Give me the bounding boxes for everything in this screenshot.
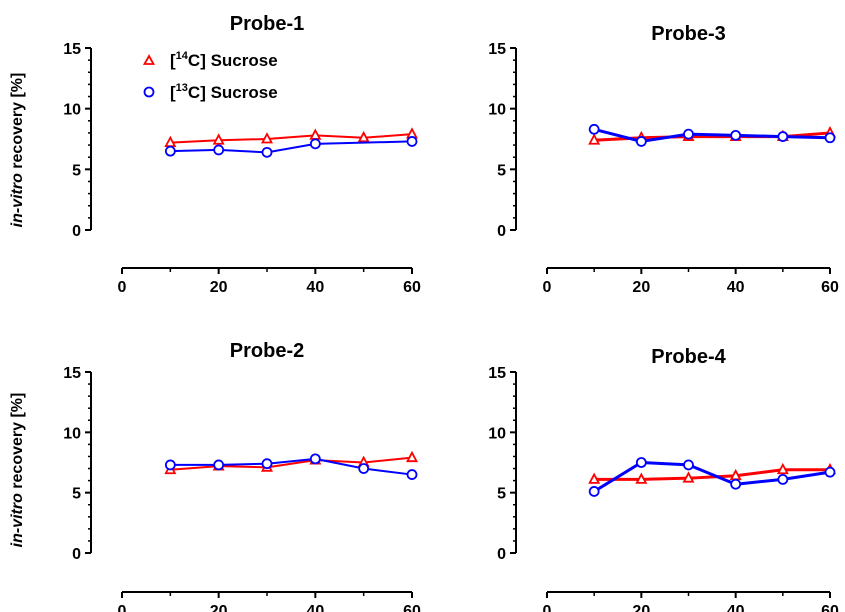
x-tick-label: 60: [403, 603, 421, 612]
data-point-triangle: [164, 135, 177, 148]
series-line-13c: [593, 127, 831, 143]
data-point-triangle: [261, 132, 273, 144]
data-point-circle: [824, 132, 836, 144]
x-tick-label: 40: [727, 603, 745, 612]
data-point-circle: [683, 128, 694, 140]
y-tick-label: 0: [72, 223, 81, 240]
series-line-14c: [594, 468, 830, 481]
legend-item-14c: [14C] Sucrose: [142, 50, 278, 70]
data-point-triangle: [588, 133, 601, 145]
data-point-triangle: [406, 450, 418, 463]
data-point-circle: [730, 129, 742, 141]
data-point-circle: [261, 458, 273, 470]
legend-label-14c: [14C] Sucrose: [170, 50, 278, 70]
data-point-circle: [309, 453, 321, 465]
data-point-circle: [358, 463, 370, 474]
data-point-circle: [777, 473, 789, 485]
data-point-circle: [213, 144, 225, 156]
data-point-triangle: [776, 462, 789, 475]
data-point-triangle: [682, 471, 695, 483]
y-tick-label: 0: [72, 546, 81, 563]
y-tick-label: 15: [488, 41, 506, 58]
data-point-triangle: [212, 133, 225, 145]
data-point-circle: [309, 138, 321, 150]
y-tick-label: 15: [488, 365, 506, 382]
data-point-circle: [683, 459, 694, 471]
y-tick-label: 0: [497, 546, 506, 563]
data-point-triangle: [635, 472, 648, 484]
x-tick-label: 20: [210, 603, 228, 612]
panel-title: Probe-1: [230, 13, 304, 35]
x-tick-label: 20: [632, 279, 650, 296]
x-tick-label: 40: [727, 279, 745, 296]
series-line-14c: [170, 133, 413, 144]
data-point-triangle: [309, 128, 322, 140]
data-point-triangle: [357, 130, 370, 143]
y-tick-label: 10: [488, 425, 506, 442]
y-tick-label: 5: [72, 162, 81, 179]
legend-item-13c: [13C] Sucrose: [143, 82, 278, 102]
legend-circle-marker: [143, 86, 155, 98]
x-tick-label: 0: [543, 279, 552, 296]
data-point-circle: [261, 146, 273, 158]
y-tick-label: 5: [497, 486, 506, 503]
panel-probe-3: Probe-3 0 5 10 15 0 20 40 60: [488, 23, 839, 296]
y-tick-label: 5: [72, 486, 81, 503]
y-axis-label-top: in-vitro recovery [%]: [9, 73, 26, 228]
data-point-circle: [730, 478, 742, 490]
data-point-circle: [406, 136, 418, 147]
panel-probe-4: Probe-4 0 5 10 15 0 20 40 60: [488, 346, 839, 612]
panel-probe-1: Probe-1 0 5 10 15 0 20 40 60: [63, 13, 421, 296]
legend-label-13c: [13C] Sucrose: [170, 82, 278, 102]
series-line-14c: [170, 456, 413, 471]
x-tick-label: 60: [821, 279, 839, 296]
x-tick-label: 40: [306, 279, 324, 296]
x-tick-label: 0: [543, 603, 552, 612]
data-point-circle: [213, 459, 225, 471]
data-point-circle: [588, 123, 600, 135]
y-tick-label: 10: [488, 102, 506, 119]
x-tick-label: 0: [118, 279, 127, 296]
x-tick-label: 20: [632, 603, 650, 612]
y-tick-label: 15: [63, 365, 81, 382]
y-tick-label: 15: [63, 41, 81, 58]
data-point-triangle: [729, 468, 742, 481]
data-point-circle: [588, 486, 600, 497]
y-tick-label: 10: [63, 425, 81, 442]
legend: [14C] Sucrose [13C] Sucrose: [142, 50, 278, 102]
series-line-13c: [170, 140, 413, 154]
x-tick-label: 60: [821, 603, 839, 612]
x-tick-label: 40: [306, 603, 324, 612]
y-tick-label: 0: [497, 223, 506, 240]
y-tick-label: 5: [497, 162, 506, 179]
panel-probe-2: Probe-2 0 5 10 15 0 20 40 60: [63, 340, 421, 612]
panels: Probe-1 0 5 10 15 0 20 40 60 Probe-3 0 5 10 15 0 20 40 60…: [63, 13, 839, 612]
data-point-circle: [635, 136, 647, 147]
data-point-circle: [824, 466, 836, 478]
data-point-circle: [164, 145, 176, 157]
data-point-circle: [406, 469, 418, 480]
series-line-13c: [593, 461, 831, 493]
series-line-13c: [170, 457, 413, 476]
panel-title: Probe-2: [230, 340, 304, 362]
data-point-circle: [777, 131, 789, 142]
data-point-circle: [635, 457, 647, 468]
x-tick-label: 0: [118, 603, 127, 612]
data-point-triangle: [588, 472, 601, 484]
x-tick-label: 60: [403, 279, 421, 296]
x-tick-label: 20: [210, 279, 228, 296]
legend-triangle-marker: [142, 54, 156, 65]
data-point-circle: [164, 459, 176, 471]
y-axis-label-bottom: in-vitro recovery [%]: [9, 393, 26, 548]
panel-title: Probe-4: [651, 346, 726, 368]
y-tick-label: 10: [63, 102, 81, 119]
panel-title: Probe-3: [651, 23, 725, 45]
